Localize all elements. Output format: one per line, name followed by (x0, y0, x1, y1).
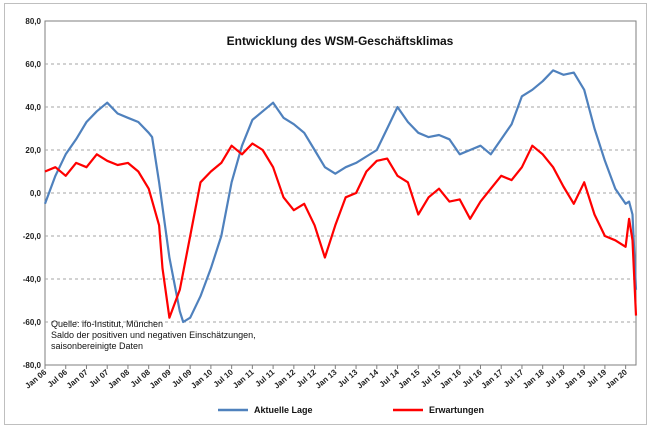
y-tick-label: 80,0 (25, 17, 41, 26)
chart-title: Entwicklung des WSM-Geschäftsklimas (227, 34, 454, 48)
x-tick-label: Jan 12 (272, 367, 297, 390)
x-tick-label: Jan 17 (480, 367, 505, 390)
source-note-line: saisonbereinigte Daten (51, 341, 143, 351)
x-tick-label: Jan 18 (521, 367, 546, 390)
chart-figure: -80,0 -60,0 -40,0 -20,0 0,0 20,0 40,0 60,0 80,0 J… (4, 3, 647, 425)
x-tick-label: Jul 10 (212, 367, 236, 389)
x-tick-label: Jan 15 (397, 367, 422, 390)
legend-label: Aktuelle Lage (254, 405, 313, 415)
source-note-line: Quelle: ifo-Institut, München (51, 319, 163, 329)
x-tick-label: Jan 06 (23, 367, 48, 390)
x-tick-label: Jan 20 (604, 367, 629, 390)
x-tick-label: Jan 07 (65, 367, 90, 390)
x-tick-label: Jan 16 (438, 367, 463, 390)
x-tick-label: Jan 11 (231, 367, 256, 390)
series-line-erwartungen (44, 142, 638, 319)
legend-label: Erwartungen (429, 405, 484, 415)
x-tick-label: Jan 19 (563, 367, 588, 390)
y-tick-label: 20,0 (25, 146, 41, 155)
x-tick-label: Jan 08 (106, 367, 131, 390)
y-tick-label: 40,0 (25, 103, 41, 112)
y-tick-label: 0,0 (30, 189, 42, 198)
x-tick-label: Jan 10 (189, 367, 214, 390)
series-line-aktuelle-lage (43, 69, 638, 324)
y-tick-label: 60,0 (25, 60, 41, 69)
y-tick-label: -60,0 (23, 318, 42, 327)
y-tick-label: -80,0 (23, 361, 42, 370)
source-note-line: Saldo der positiven und negativen Einsch… (51, 330, 256, 340)
x-tick-label: Jan 14 (355, 367, 380, 390)
y-tick-label: -40,0 (23, 275, 42, 284)
y-tick-label: -20,0 (23, 232, 42, 241)
x-tick-label: Jan 13 (314, 367, 339, 390)
x-tick-label: Jan 09 (148, 367, 173, 390)
line-chart: -80,0 -60,0 -40,0 -20,0 0,0 20,0 40,0 60,0 80,0 J… (23, 17, 638, 415)
